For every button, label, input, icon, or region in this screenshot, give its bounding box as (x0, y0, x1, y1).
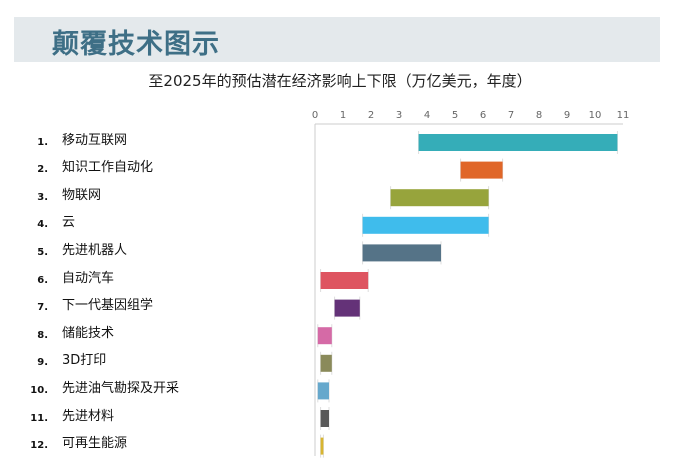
x-tick-label: 6 (480, 110, 486, 121)
category-number: 5. (37, 246, 48, 258)
x-tick-label: 9 (564, 110, 570, 121)
category-label: 物联网 (62, 187, 102, 203)
category-label: 可再生能源 (62, 436, 128, 452)
range-bar (320, 354, 332, 372)
category-number: 9. (37, 357, 48, 369)
range-bar (320, 272, 369, 289)
x-tick-label: 5 (452, 110, 458, 121)
range-bar (320, 410, 329, 427)
category-number: 7. (37, 302, 48, 314)
x-tick-label: 0 (312, 110, 318, 121)
category-number: 10. (30, 384, 48, 396)
category-label: 储能技术 (62, 325, 115, 341)
category-label: 下一代基因组学 (62, 298, 154, 314)
category-label: 先进材料 (62, 408, 115, 424)
x-tick-label: 11 (617, 110, 630, 121)
range-bar (362, 244, 441, 262)
category-label: 知识工作自动化 (62, 160, 154, 176)
x-tick-label: 10 (589, 110, 602, 121)
category-label: 云 (62, 215, 76, 231)
category-number: 6. (37, 274, 48, 286)
range-bar (317, 382, 329, 400)
x-tick-label: 2 (368, 110, 374, 121)
category-number: 12. (30, 440, 48, 452)
x-tick-label: 8 (536, 110, 542, 121)
x-tick-label: 7 (508, 110, 514, 121)
category-label: 移动互联网 (62, 132, 128, 148)
category-label: 先进油气勘探及开采 (62, 380, 180, 396)
range-bar (390, 189, 489, 207)
range-bar (362, 216, 489, 234)
range-bar (317, 327, 332, 345)
range-bar (334, 299, 360, 317)
title-bar (14, 17, 660, 62)
category-label: 自动汽车 (62, 270, 115, 286)
category-label: 先进机器人 (62, 242, 128, 258)
category-number: 2. (37, 164, 48, 176)
x-tick-label: 1 (340, 110, 346, 121)
range-bar (460, 161, 503, 179)
chart-title: 至2025年的预估潜在经济影响上下限（万亿美元，年度） (148, 72, 532, 90)
category-number: 3. (37, 191, 48, 203)
range-bar (418, 134, 618, 151)
category-number: 1. (37, 136, 48, 148)
category-number: 4. (37, 219, 48, 231)
range-bar (320, 437, 324, 455)
x-tick-label: 3 (396, 110, 402, 121)
category-label: 3D打印 (62, 353, 107, 369)
category-number: 11. (30, 412, 48, 424)
page-title: 颠覆技术图示 (52, 29, 220, 60)
category-number: 8. (37, 329, 48, 341)
x-tick-label: 4 (424, 110, 430, 121)
